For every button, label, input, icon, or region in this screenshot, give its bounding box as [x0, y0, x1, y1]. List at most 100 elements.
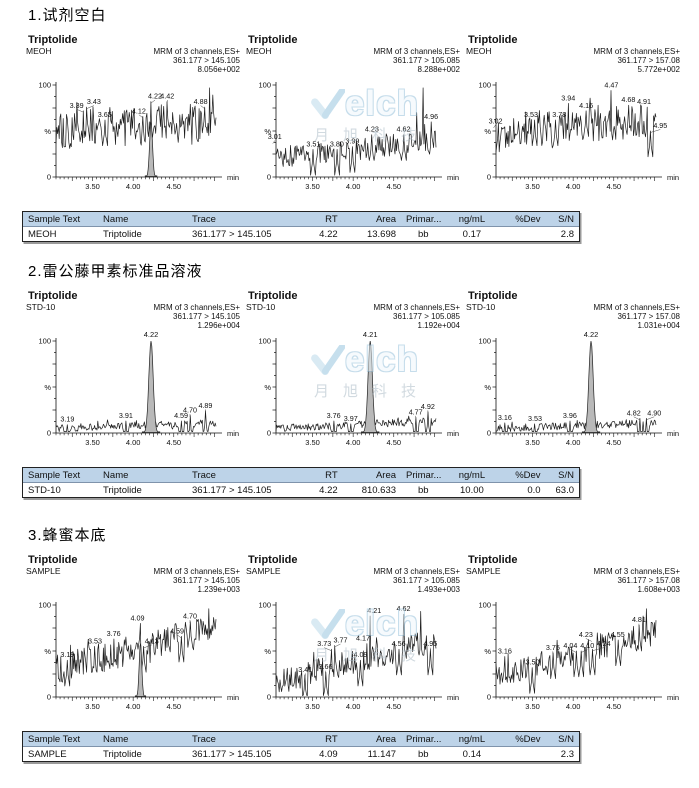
panel-acquisition-info: MRM of 3 channels,ES+ 361.177 > 105.085 8.… — [374, 47, 460, 74]
x-unit-label: min — [227, 693, 239, 702]
results-table-grid: Sample Text Name Trace RT Area Primar... ng/mL… — [23, 212, 579, 241]
y-unit-label: % — [484, 647, 491, 656]
trace-path — [275, 87, 437, 176]
peak-label: 4.55 — [611, 630, 625, 639]
y-min-label: 0 — [267, 429, 271, 438]
table-header-cell: Sample Text — [23, 212, 99, 227]
panel-sample-name: MEOH — [466, 46, 492, 56]
peak-label: 4.17 — [356, 634, 370, 643]
chromatogram-panel: Triptolide STD-10 MRM of 3 channels,ES+ 361… — [466, 290, 680, 461]
table-header-cell: Sample Text — [23, 732, 99, 747]
y-unit-label: % — [264, 647, 271, 656]
panel-channel-text: MRM of 3 channels,ES+ — [593, 303, 680, 312]
peak-label: 4.62 — [397, 604, 411, 613]
x-unit-label: min — [447, 429, 459, 438]
table-header-cell: ng/mL — [445, 732, 499, 747]
table-cell — [498, 746, 546, 761]
y-max-label: 100 — [38, 601, 51, 610]
table-header-cell: Area — [342, 212, 402, 227]
charts-row: Triptolide STD-10 MRM of 3 channels,ES+ 361… — [0, 290, 699, 461]
table-cell: 361.177 > 145.105 — [187, 746, 296, 761]
y-min-label: 0 — [47, 693, 51, 702]
peak-leader-line — [585, 638, 592, 642]
peak-label: 4.59 — [170, 626, 184, 635]
peak-label: 4.70 — [183, 406, 197, 415]
peak-label: 3.16 — [498, 647, 512, 656]
peak-label: 4.92 — [421, 402, 435, 411]
peak-label: 4.13 — [145, 636, 159, 645]
y-unit-label: % — [44, 127, 51, 136]
peak-leader-line — [570, 649, 577, 653]
peak-label: 3.50 — [526, 658, 540, 667]
peak-label: 3.41 — [298, 665, 312, 674]
table-header-cell: RT — [295, 468, 343, 483]
peak-label: 4.04 — [563, 641, 577, 650]
panel-sample-name: STD-10 — [26, 302, 56, 312]
table-header-cell: Name — [98, 212, 187, 227]
panel-transition-text: 361.177 > 157.08 — [617, 56, 680, 65]
table-cell: Triptolide — [98, 482, 187, 497]
table-cell: bb — [401, 226, 446, 241]
chromatography-report: 1.试剂空白 Triptolide MEOH MRM of 3 channels,ES… — [0, 7, 699, 762]
main-peak-label: 4.21 — [363, 330, 378, 339]
panel-intensity-text: 1.239e+003 — [197, 585, 241, 594]
section-heading: 3.蜂蜜本底 — [28, 527, 107, 544]
x-unit-label: min — [447, 173, 459, 182]
table-header-cell: Name — [98, 468, 187, 483]
panel-sample-name: MEOH — [26, 46, 52, 56]
x-tick-label: 4.50 — [386, 182, 401, 191]
peak-label: 3.91 — [119, 411, 133, 420]
peak-leader-line — [86, 105, 94, 109]
charts-row: Triptolide MEOH MRM of 3 channels,ES+ 361.1… — [0, 34, 699, 205]
table-header-row: Sample Text Name Trace RT Area Primar... ng/mL… — [23, 732, 579, 747]
peak-label: 3.77 — [333, 635, 347, 644]
table-header-cell: RT — [295, 212, 343, 227]
table-cell: Triptolide — [98, 746, 187, 761]
peak-label: 4.62 — [397, 125, 411, 134]
panel-channel-text: MRM of 3 channels,ES+ — [373, 567, 460, 576]
chromatogram-plot: 100% 0 3.50 4.00 4.50 min 3.01 3.51 3.80 3.99 4.23… — [258, 81, 459, 192]
table-cell: 0.0 — [498, 482, 546, 497]
peak-label: 3.19 — [60, 415, 74, 424]
peak-label: 3.01 — [268, 132, 282, 141]
table-row: SAMPLE Triptolide 361.177 > 145.105 4.09 11.… — [23, 746, 579, 761]
y-max-label: 100 — [478, 337, 491, 346]
peak-label: 3.53 — [524, 110, 538, 119]
chromatogram-plot: 100% 0 3.50 4.00 4.50 min 3.41 3.66 3.73 3.77 4.09… — [258, 601, 459, 712]
panel-channel-text: MRM of 3 channels,ES+ — [153, 47, 240, 56]
y-min-label: 0 — [267, 693, 271, 702]
panel-subheader: MEOH MRM of 3 channels,ES+ 361.177 > 105.0… — [246, 47, 460, 75]
x-tick-label: 4.00 — [566, 702, 581, 711]
panel-compound-title: Triptolide — [468, 554, 518, 566]
peak-label: 4.89 — [198, 401, 212, 410]
peak-label: 3.66 — [319, 662, 333, 671]
panel-channel-text: MRM of 3 channels,ES+ — [593, 47, 680, 56]
trace-path — [275, 411, 437, 432]
peak-label: 4.24 — [597, 639, 611, 648]
x-tick-label: 4.50 — [166, 702, 181, 711]
table-cell: STD-10 — [23, 482, 99, 497]
peak-leader-line — [581, 649, 588, 653]
peak-label: 3.99 — [345, 137, 359, 146]
peak-label: 4.42 — [160, 92, 174, 101]
panel-compound-title: Triptolide — [28, 554, 78, 566]
panel-compound-title: Triptolide — [468, 34, 518, 46]
table-header-cell: S/N — [545, 468, 579, 483]
y-max-label: 100 — [478, 601, 491, 610]
y-min-label: 0 — [487, 429, 491, 438]
panel-transition-text: 361.177 > 157.08 — [617, 312, 680, 321]
main-peak-label: 4.22 — [144, 330, 159, 339]
table-cell: MEOH — [23, 226, 99, 241]
y-min-label: 0 — [487, 173, 491, 182]
table-cell: 810.633 — [342, 482, 402, 497]
integrated-peak-fill — [134, 643, 147, 697]
x-tick-label: 4.50 — [386, 438, 401, 447]
chromatogram-plot: 100% 0 3.50 4.00 4.50 min 3.02 3.53 3.78 3.94 4.16… — [478, 81, 679, 192]
x-tick-label: 4.00 — [346, 702, 361, 711]
trace-path — [55, 608, 217, 687]
table-cell: 13.698 — [342, 226, 402, 241]
table-cell: 361.177 > 145.105 — [187, 226, 296, 241]
y-unit-label: % — [484, 383, 491, 392]
table-cell: 2.3 — [545, 746, 579, 761]
x-tick-label: 4.50 — [606, 438, 621, 447]
